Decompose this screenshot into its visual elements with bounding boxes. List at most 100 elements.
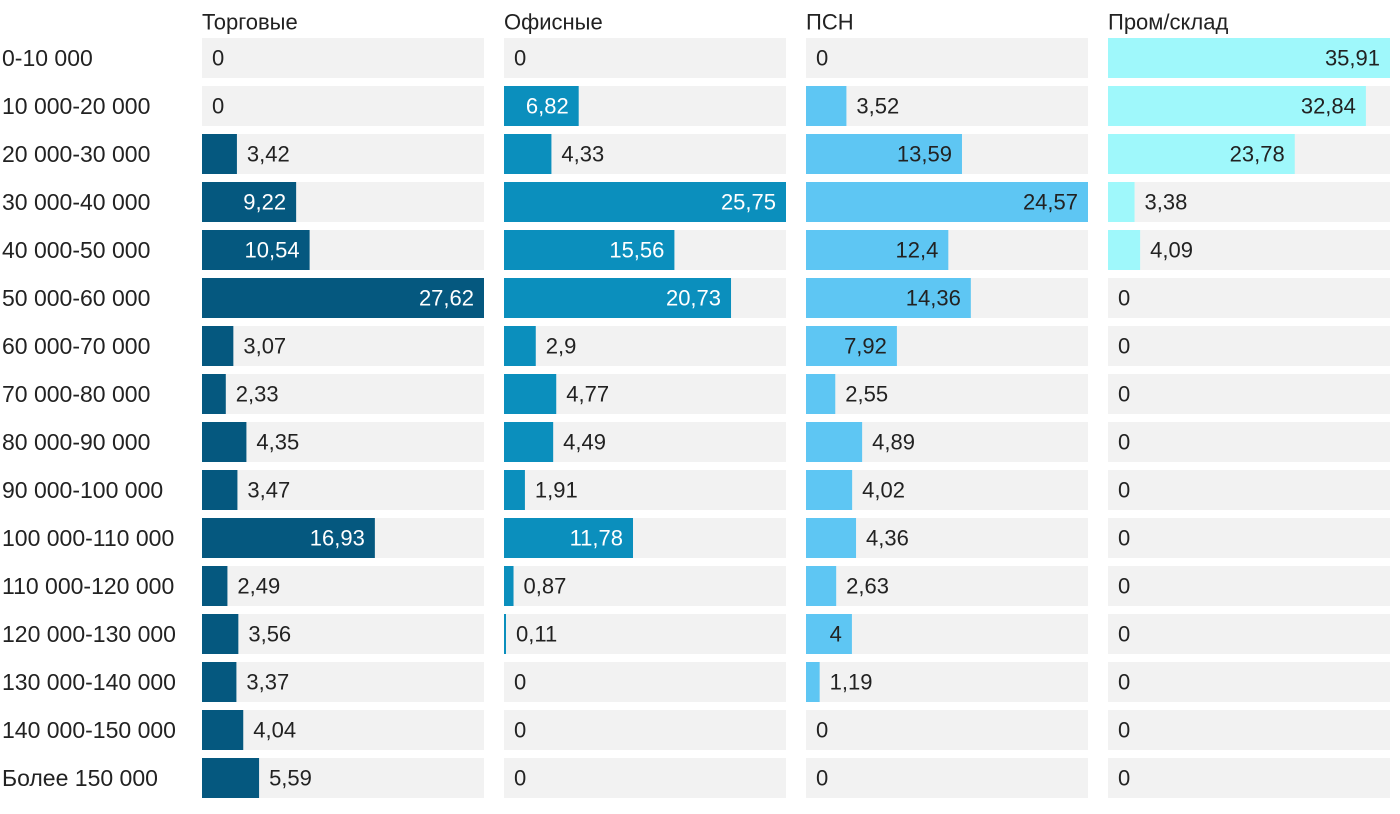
data-label: 1,19 xyxy=(830,670,873,695)
data-label: 4,35 xyxy=(256,430,299,455)
series-title: Торговые xyxy=(202,10,298,35)
category-label: 70 000-80 000 xyxy=(2,381,150,407)
bar xyxy=(1108,38,1390,78)
series-title: ПСН xyxy=(806,10,854,35)
data-label: 0 xyxy=(1118,718,1130,743)
bar xyxy=(806,182,1088,222)
bar-track xyxy=(1108,566,1390,606)
bar xyxy=(504,422,554,462)
bar xyxy=(1108,182,1135,222)
bar-track xyxy=(1108,710,1390,750)
series-title: Офисные xyxy=(504,10,603,35)
data-label: 0 xyxy=(1118,334,1130,359)
bar-track xyxy=(202,710,484,750)
data-label: 4 xyxy=(830,622,842,647)
data-label: 5,59 xyxy=(269,766,312,791)
data-label: 2,55 xyxy=(845,382,888,407)
bar-track xyxy=(1108,662,1390,702)
data-label: 2,63 xyxy=(846,574,889,599)
category-label: 110 000-120 000 xyxy=(2,573,174,599)
data-label: 3,42 xyxy=(247,142,290,167)
category-label: 80 000-90 000 xyxy=(2,429,150,455)
data-label: 0 xyxy=(514,766,526,791)
data-label: 2,49 xyxy=(237,574,280,599)
bar-track xyxy=(1108,518,1390,558)
data-label: 3,37 xyxy=(246,670,289,695)
data-label: 3,52 xyxy=(856,94,899,119)
bar xyxy=(1108,86,1366,126)
category-label: 20 000-30 000 xyxy=(2,141,150,167)
bar xyxy=(806,278,971,318)
data-label: 6,82 xyxy=(526,94,569,119)
bar xyxy=(806,134,962,174)
data-label: 2,9 xyxy=(546,334,577,359)
data-label: 0 xyxy=(1118,526,1130,551)
data-label: 0 xyxy=(1118,430,1130,455)
bar-track xyxy=(806,38,1088,78)
bar-track xyxy=(806,86,1088,126)
bar-track xyxy=(202,86,484,126)
data-label: 4,33 xyxy=(561,142,604,167)
data-label: 4,89 xyxy=(872,430,915,455)
bar-track xyxy=(806,374,1088,414)
data-label: 4,04 xyxy=(253,718,296,743)
data-label: 4,77 xyxy=(566,382,609,407)
bar xyxy=(806,662,820,702)
bar-track xyxy=(806,662,1088,702)
bar xyxy=(504,374,557,414)
bar xyxy=(504,86,579,126)
bar-track xyxy=(504,38,786,78)
bar xyxy=(202,374,226,414)
category-label: 10 000-20 000 xyxy=(2,93,150,119)
data-label: 12,4 xyxy=(895,238,938,263)
bar-track xyxy=(1108,614,1390,654)
bar-track xyxy=(202,326,484,366)
bar xyxy=(504,230,675,270)
bar-track xyxy=(1108,758,1390,798)
data-label: 0 xyxy=(1118,670,1130,695)
data-label: 0 xyxy=(514,46,526,71)
category-label: 40 000-50 000 xyxy=(2,237,150,263)
data-label: 4,02 xyxy=(862,478,905,503)
data-label: 7,92 xyxy=(844,334,887,359)
data-label: 3,56 xyxy=(248,622,291,647)
category-label: 90 000-100 000 xyxy=(2,477,163,503)
data-label: 32,84 xyxy=(1301,94,1356,119)
data-label: 3,47 xyxy=(247,478,290,503)
bar-track xyxy=(202,422,484,462)
bar xyxy=(806,566,837,606)
bar xyxy=(202,614,239,654)
bar-track xyxy=(504,470,786,510)
bar xyxy=(806,614,852,654)
bar xyxy=(202,182,297,222)
data-label: 3,38 xyxy=(1145,190,1188,215)
bar xyxy=(806,86,847,126)
bar-track xyxy=(202,614,484,654)
data-label: 24,57 xyxy=(1023,190,1078,215)
bar xyxy=(504,278,732,318)
data-label: 0 xyxy=(514,718,526,743)
bar xyxy=(806,374,836,414)
bar xyxy=(806,422,863,462)
bar-track xyxy=(806,710,1088,750)
data-label: 15,56 xyxy=(609,238,664,263)
data-label: 27,62 xyxy=(419,286,474,311)
bar-track xyxy=(1108,326,1390,366)
bar-track xyxy=(806,470,1088,510)
data-label: 1,91 xyxy=(535,478,578,503)
category-label: 130 000-140 000 xyxy=(2,669,176,695)
data-label: 0 xyxy=(514,670,526,695)
bar xyxy=(504,470,525,510)
bar xyxy=(806,326,897,366)
data-label: 11,78 xyxy=(570,526,623,551)
bar-track xyxy=(1108,182,1390,222)
bar xyxy=(806,470,853,510)
bar-track xyxy=(1108,470,1390,510)
bar-track xyxy=(504,758,786,798)
bar xyxy=(202,566,228,606)
data-label: 9,22 xyxy=(243,190,286,215)
category-label: 0-10 000 xyxy=(2,45,93,71)
bar-track xyxy=(1108,278,1390,318)
data-label: 10,54 xyxy=(245,238,300,263)
